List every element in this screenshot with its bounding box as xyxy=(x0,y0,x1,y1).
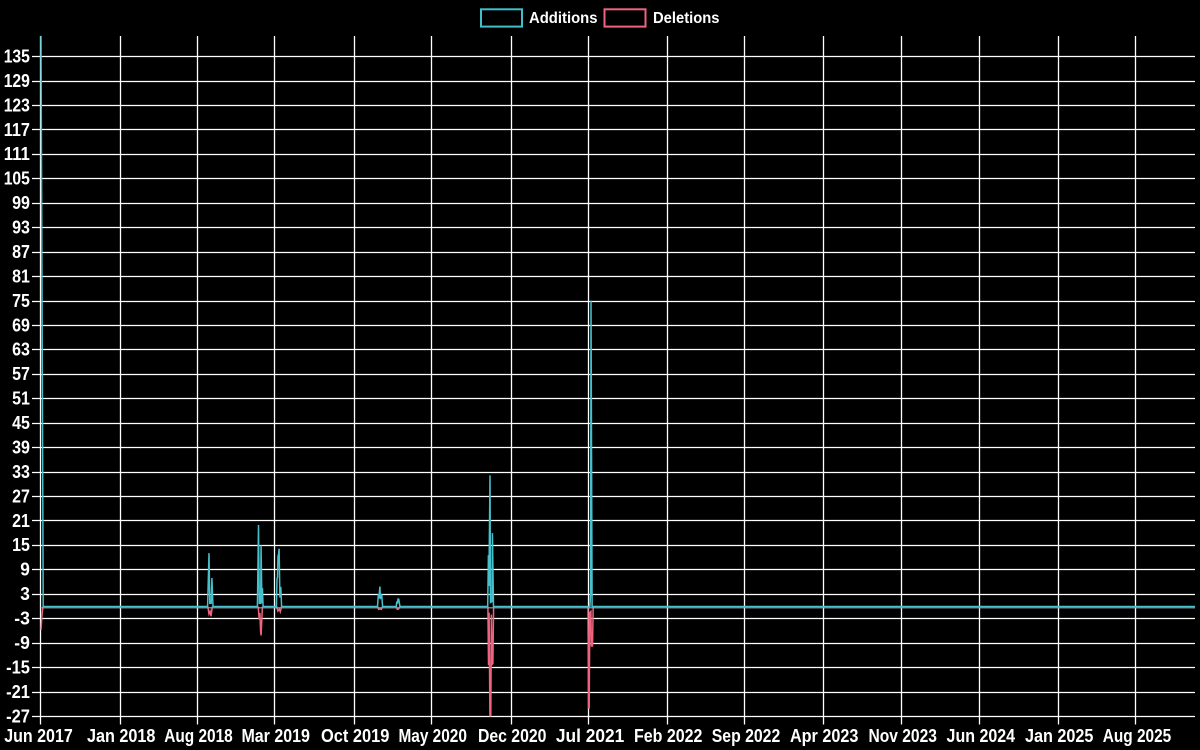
svg-text:57: 57 xyxy=(12,364,30,384)
svg-text:-9: -9 xyxy=(14,633,30,653)
svg-text:Deletions: Deletions xyxy=(653,10,720,27)
svg-text:129: 129 xyxy=(4,71,30,91)
svg-text:21: 21 xyxy=(12,511,30,531)
svg-text:Aug 2025: Aug 2025 xyxy=(1103,726,1172,746)
svg-text:Dec 2020: Dec 2020 xyxy=(478,726,547,746)
svg-text:Aug 2018: Aug 2018 xyxy=(164,726,233,746)
svg-text:Oct 2019: Oct 2019 xyxy=(321,726,390,746)
svg-text:Mar 2019: Mar 2019 xyxy=(241,726,310,746)
svg-text:51: 51 xyxy=(12,389,30,409)
svg-text:Jan 2018: Jan 2018 xyxy=(87,726,156,746)
svg-text:39: 39 xyxy=(12,437,30,457)
svg-text:-15: -15 xyxy=(6,657,30,677)
svg-text:105: 105 xyxy=(4,169,30,189)
svg-text:69: 69 xyxy=(12,315,30,335)
svg-text:-21: -21 xyxy=(6,682,30,702)
svg-text:99: 99 xyxy=(12,193,30,213)
svg-text:87: 87 xyxy=(12,242,30,262)
svg-text:135: 135 xyxy=(4,46,30,66)
svg-text:3: 3 xyxy=(20,584,30,604)
svg-text:111: 111 xyxy=(4,144,30,164)
svg-text:45: 45 xyxy=(12,413,30,433)
svg-text:Apr 2023: Apr 2023 xyxy=(790,726,859,746)
svg-text:63: 63 xyxy=(12,340,30,360)
svg-text:81: 81 xyxy=(12,266,30,286)
svg-text:Sep 2022: Sep 2022 xyxy=(712,726,781,746)
svg-text:75: 75 xyxy=(12,291,30,311)
svg-text:-27: -27 xyxy=(6,706,30,726)
svg-text:Jun 2024: Jun 2024 xyxy=(947,726,1016,746)
svg-text:-3: -3 xyxy=(14,609,30,629)
svg-text:Feb 2022: Feb 2022 xyxy=(634,726,703,746)
svg-text:93: 93 xyxy=(12,218,30,238)
svg-text:117: 117 xyxy=(4,120,30,140)
svg-text:123: 123 xyxy=(4,95,30,115)
svg-text:Additions: Additions xyxy=(529,10,598,27)
svg-text:33: 33 xyxy=(12,462,30,482)
svg-text:May 2020: May 2020 xyxy=(398,726,467,746)
svg-text:9: 9 xyxy=(20,560,30,580)
svg-text:27: 27 xyxy=(12,486,30,506)
svg-text:Jul 2021: Jul 2021 xyxy=(556,726,625,746)
svg-text:Jan 2025: Jan 2025 xyxy=(1025,726,1094,746)
svg-text:15: 15 xyxy=(12,535,30,555)
svg-text:Jun 2017: Jun 2017 xyxy=(4,726,73,746)
svg-text:Nov 2023: Nov 2023 xyxy=(868,726,937,746)
